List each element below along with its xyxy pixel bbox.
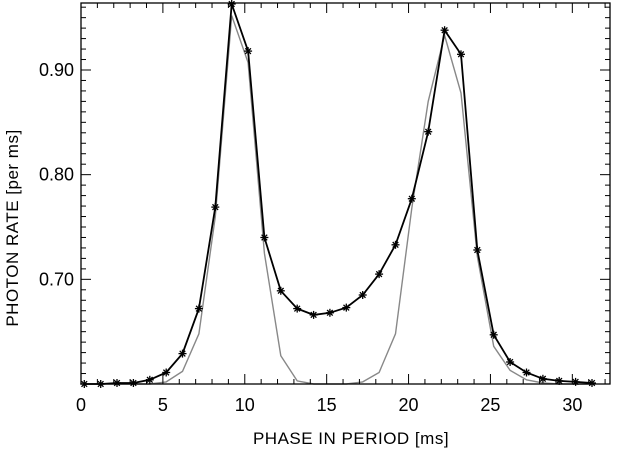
data-point-marker xyxy=(440,26,449,35)
y-tick-label: 0.80 xyxy=(39,165,74,185)
labels-layer: 0 5 10 15 20 25 30 0.70 0.80 0.90 xyxy=(39,60,582,415)
data-point-marker xyxy=(375,270,384,279)
data-point-marker xyxy=(129,379,138,387)
axes-layer xyxy=(80,2,611,385)
data-point-marker xyxy=(538,374,547,383)
x-tick-label: 30 xyxy=(562,395,582,415)
data-series-line xyxy=(84,3,593,385)
data-point-marker xyxy=(473,246,482,254)
x-tick-label: 20 xyxy=(399,395,419,415)
data-point-marker xyxy=(358,291,367,299)
data-point-marker xyxy=(342,303,351,312)
data-point-marker xyxy=(555,376,564,385)
series-layer xyxy=(80,0,596,388)
data-point-marker xyxy=(391,240,400,249)
data-point-marker xyxy=(522,368,531,377)
data-point-marker xyxy=(178,349,187,358)
data-point-marker xyxy=(145,375,154,384)
x-tick-label: 15 xyxy=(317,395,337,415)
data-point-marker xyxy=(194,304,203,313)
data-point-marker xyxy=(457,50,465,59)
data-point-marker xyxy=(489,330,498,339)
data-point-marker xyxy=(211,203,220,212)
data-point-marker xyxy=(424,127,433,136)
y-axis-label: PHOTON RATE [per ms] xyxy=(3,129,22,326)
data-point-marker xyxy=(162,368,171,377)
data-point-marker xyxy=(244,47,253,56)
data-point-marker xyxy=(506,358,515,366)
y-tick-label: 0.90 xyxy=(39,60,74,80)
plot-frame xyxy=(80,2,611,385)
data-point-marker xyxy=(309,310,318,319)
x-tick-label: 5 xyxy=(158,395,168,415)
data-point-marker xyxy=(588,379,596,387)
data-point-marker xyxy=(227,0,236,8)
x-tick-label: 10 xyxy=(235,395,255,415)
model-series-line xyxy=(84,15,592,385)
data-point-marker xyxy=(293,304,302,313)
data-point-marker xyxy=(325,308,334,317)
x-tick-label: 25 xyxy=(480,395,500,415)
data-point-marker xyxy=(276,286,285,295)
data-point-marker xyxy=(407,194,416,203)
x-axis-label: PHASE IN PERIOD [ms] xyxy=(253,429,449,448)
data-point-marker xyxy=(260,233,269,242)
data-point-marker xyxy=(113,379,121,387)
x-tick-label: 0 xyxy=(76,395,86,415)
y-tick-label: 0.70 xyxy=(39,269,74,289)
